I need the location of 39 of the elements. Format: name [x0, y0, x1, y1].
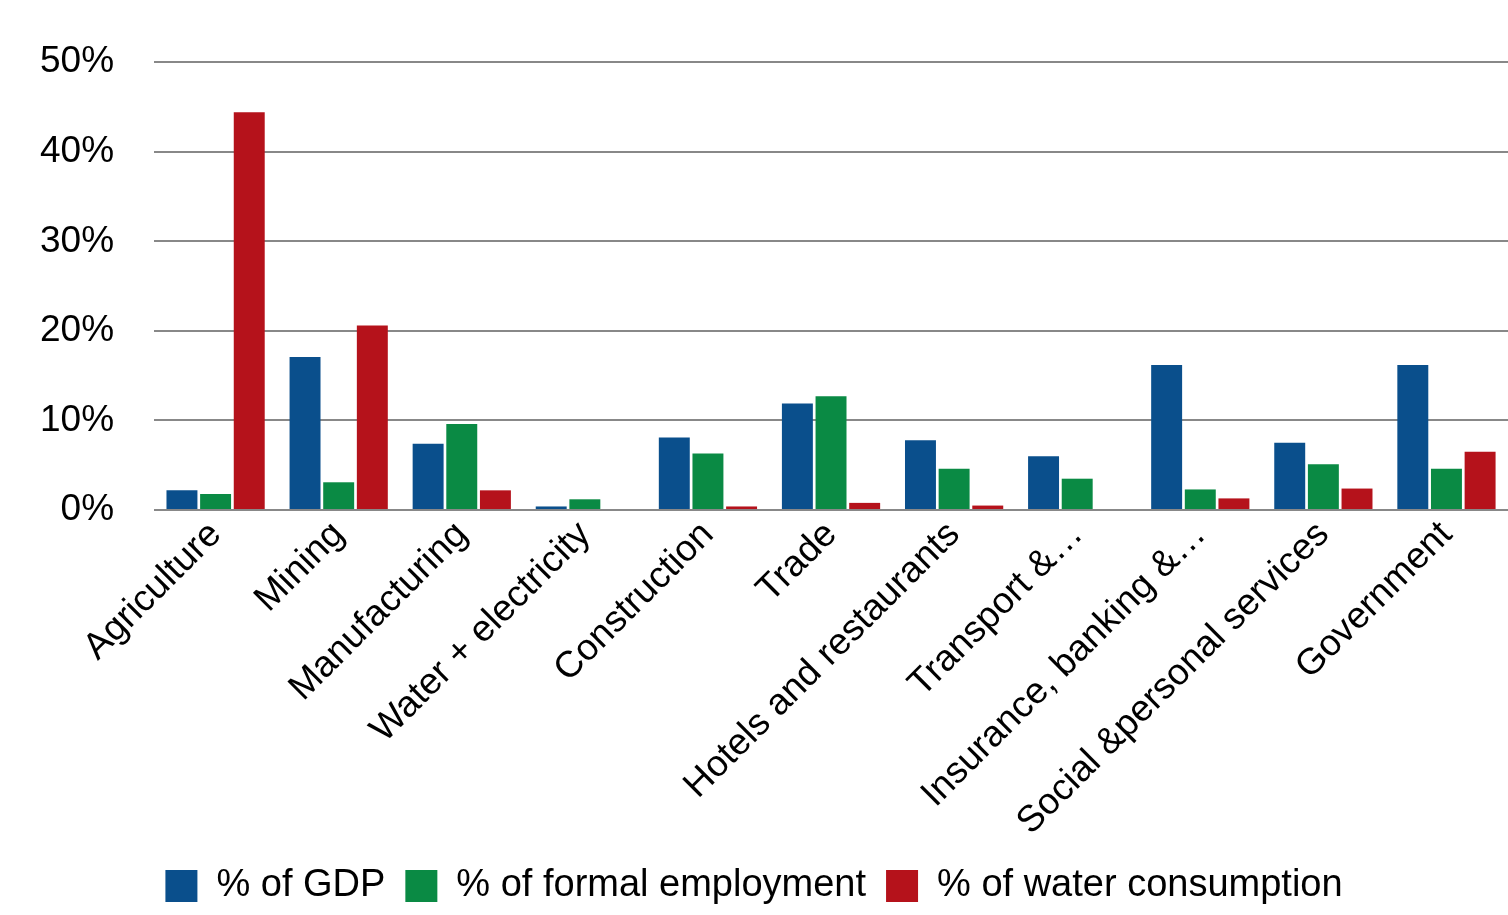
- y-tick-label: 10%: [39, 397, 115, 439]
- bar: [1151, 364, 1183, 510]
- bar: [849, 502, 881, 510]
- bar: [1274, 442, 1306, 510]
- y-tick-label: 30%: [39, 218, 115, 260]
- bar: [1307, 464, 1339, 510]
- bar: [781, 403, 813, 510]
- bar: [904, 440, 936, 510]
- bar: [166, 490, 198, 510]
- bar: [446, 424, 478, 510]
- bar: [658, 437, 690, 510]
- bar: [535, 506, 567, 510]
- bar: [356, 325, 388, 510]
- bar: [289, 356, 321, 510]
- y-tick-label: 50%: [39, 39, 115, 81]
- bar: [1218, 498, 1250, 510]
- bar: [1464, 451, 1496, 510]
- bar: [479, 490, 511, 510]
- bar: [692, 453, 724, 510]
- y-tick-label: 20%: [39, 308, 115, 350]
- legend-label: % of GDP: [216, 862, 386, 905]
- legend-label: % of water consumption: [937, 862, 1343, 905]
- bar: [569, 499, 601, 510]
- bar: [1184, 489, 1216, 510]
- bar: [1341, 488, 1373, 510]
- bar: [938, 468, 970, 510]
- bar: [1397, 364, 1429, 510]
- bar: [1028, 456, 1060, 510]
- y-tick-label: 0%: [60, 487, 115, 529]
- bar: [726, 506, 758, 510]
- bar: [200, 493, 232, 510]
- y-tick-label: 40%: [39, 128, 115, 170]
- bar: [323, 482, 355, 510]
- bar: [233, 112, 265, 510]
- bar: [412, 443, 444, 510]
- legend-label: % of formal employment: [456, 862, 867, 905]
- bar: [1061, 478, 1093, 510]
- bar: [1430, 468, 1462, 510]
- bar: [815, 396, 847, 510]
